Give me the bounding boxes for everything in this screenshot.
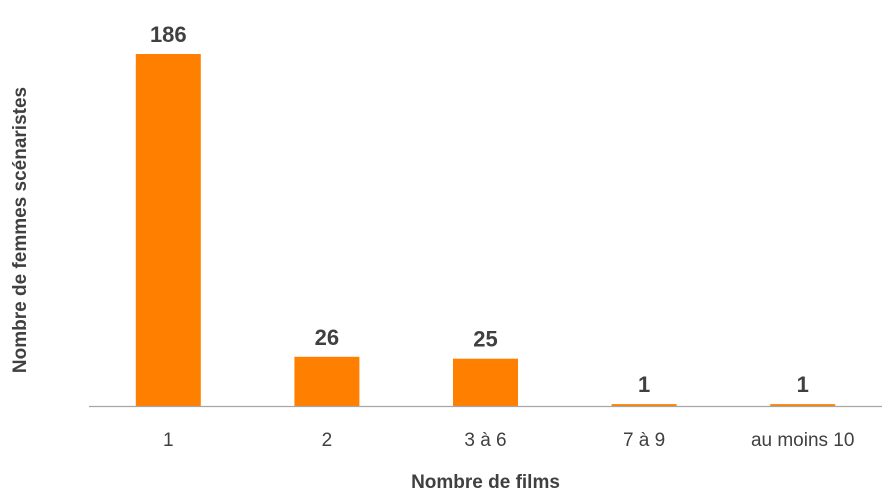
data-label-1: 26 (315, 325, 339, 350)
bar-1 (294, 356, 360, 406)
data-label-2: 25 (473, 327, 497, 352)
bar-2 (453, 358, 518, 406)
y-axis-title: Nombre de femmes scénaristes (10, 87, 31, 373)
data-label-4: 1 (797, 372, 809, 397)
data-label-0: 186 (150, 22, 187, 47)
bar-3 (611, 404, 677, 406)
data-label-3: 1 (638, 372, 650, 397)
x-tick-label-0: 1 (163, 430, 174, 451)
x-axis-title: Nombre de films (411, 472, 560, 493)
bars-group (135, 54, 836, 406)
data-labels-group: 186 26 25 1 1 (150, 22, 809, 397)
x-tick-label-2: 3 à 6 (464, 430, 506, 451)
x-tick-labels-group: 1 2 3 à 6 7 à 9 au moins 10 (163, 430, 854, 451)
x-tick-label-3: 7 à 9 (623, 430, 665, 451)
x-tick-label-4: au moins 10 (751, 430, 855, 451)
bar-4 (770, 404, 836, 406)
bar-0 (135, 54, 201, 406)
x-tick-label-1: 2 (322, 430, 333, 451)
